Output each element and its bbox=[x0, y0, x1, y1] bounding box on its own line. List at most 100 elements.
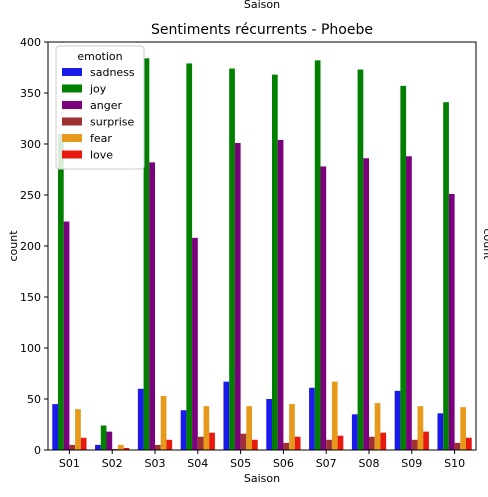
bar-anger-s08 bbox=[363, 158, 369, 450]
bar-sadness-s05 bbox=[223, 381, 230, 450]
bar-fear-s03 bbox=[160, 395, 167, 450]
bar-fear-s02 bbox=[117, 444, 124, 450]
x-tick-label: S01 bbox=[59, 457, 80, 470]
bar-joy-s07 bbox=[314, 60, 321, 451]
right-cut-label: count bbox=[481, 228, 488, 260]
x-tick-label: S07 bbox=[316, 457, 337, 470]
x-tick-label: S10 bbox=[444, 457, 465, 470]
bar-love-s09 bbox=[423, 431, 429, 450]
legend-label-surprise: surprise bbox=[90, 116, 135, 129]
legend-swatch-sadness bbox=[62, 68, 82, 76]
legend-swatch-love bbox=[62, 150, 82, 159]
bar-fear-s01 bbox=[75, 409, 81, 450]
x-tick-label: S06 bbox=[273, 457, 294, 470]
bar-surprise-s03 bbox=[155, 444, 161, 450]
bar-sadness-s10 bbox=[437, 413, 444, 450]
legend-label-anger: anger bbox=[90, 99, 122, 112]
bar-anger-s10 bbox=[448, 193, 455, 451]
y-tick-label: 100 bbox=[20, 342, 41, 355]
bar-love-s07 bbox=[337, 435, 344, 450]
bar-fear-s05 bbox=[246, 406, 253, 450]
x-tick-label: S09 bbox=[401, 457, 422, 470]
bar-joy-s03 bbox=[143, 58, 150, 450]
bar-anger-s01 bbox=[63, 221, 70, 450]
bar-surprise-s04 bbox=[197, 436, 204, 450]
y-tick-label: 150 bbox=[20, 291, 41, 304]
bar-joy-s04 bbox=[186, 63, 193, 451]
bar-surprise-s10 bbox=[454, 442, 461, 450]
legend-label-sadness: sadness bbox=[90, 66, 135, 79]
y-tick-label: 350 bbox=[20, 87, 41, 100]
legend-swatch-anger bbox=[62, 101, 82, 109]
bar-fear-s07 bbox=[331, 381, 338, 450]
x-tick-label: S08 bbox=[359, 457, 380, 470]
bar-sadness-s09 bbox=[394, 390, 401, 450]
bar-fear-s09 bbox=[417, 406, 424, 450]
bar-anger-s06 bbox=[277, 139, 284, 451]
bar-sadness-s03 bbox=[137, 388, 144, 450]
bar-fear-s10 bbox=[460, 407, 467, 450]
y-tick-label: 200 bbox=[20, 240, 41, 253]
bar-sadness-s08 bbox=[351, 414, 358, 450]
x-tick-label: S05 bbox=[230, 457, 251, 470]
x-tick-label: S03 bbox=[145, 457, 166, 470]
legend-swatch-joy bbox=[62, 84, 82, 93]
bar-love-s10 bbox=[466, 437, 472, 450]
legend-items: sadness joy anger surprise fear love bbox=[62, 66, 135, 162]
bar-anger-s02 bbox=[106, 431, 113, 450]
bar-anger-s07 bbox=[320, 166, 327, 450]
bar-sadness-s02 bbox=[95, 444, 101, 450]
bar-love-s08 bbox=[380, 432, 387, 450]
bar-fear-s08 bbox=[374, 403, 381, 450]
bar-surprise-s06 bbox=[283, 442, 290, 450]
bar-joy-s05 bbox=[229, 68, 235, 451]
y-axis-label: count bbox=[7, 230, 20, 262]
bar-surprise-s09 bbox=[411, 439, 418, 450]
bar-fear-s04 bbox=[203, 406, 210, 450]
bar-joy-s09 bbox=[400, 85, 407, 451]
y-axis-ticks: 0 50 100 150 200 250 300 350 400 bbox=[20, 36, 48, 457]
y-tick-label: 250 bbox=[20, 189, 41, 202]
x-axis-label: Saison bbox=[244, 472, 280, 485]
bar-sadness-s04 bbox=[180, 410, 187, 450]
bar-anger-s05 bbox=[234, 142, 241, 451]
bar-sadness-s01 bbox=[52, 404, 58, 450]
x-axis-ticks: S01 S02 S03 S04 S05 S06 S07 S08 S09 S10 bbox=[59, 450, 465, 470]
bar-surprise-s05 bbox=[240, 433, 247, 450]
x-tick-label: S04 bbox=[187, 457, 208, 470]
legend-label-fear: fear bbox=[90, 132, 112, 145]
y-tick-label: 0 bbox=[34, 444, 41, 457]
legend-swatch-surprise bbox=[62, 117, 82, 126]
bar-sadness-s06 bbox=[266, 399, 272, 450]
bar-sadness-s07 bbox=[309, 387, 315, 450]
legend-swatch-fear bbox=[62, 134, 82, 142]
bar-surprise-s02 bbox=[112, 448, 118, 450]
bar-joy-s02 bbox=[100, 425, 107, 450]
bar-love-s01 bbox=[80, 437, 87, 450]
top-cut-label: Saison bbox=[244, 0, 280, 11]
bar-love-s06 bbox=[294, 436, 301, 450]
y-tick-label: 300 bbox=[20, 138, 41, 151]
bar-surprise-s07 bbox=[326, 439, 332, 450]
y-tick-label: 50 bbox=[27, 393, 41, 406]
bar-anger-s04 bbox=[192, 237, 198, 450]
bar-joy-s10 bbox=[443, 102, 449, 451]
bar-joy-s01 bbox=[57, 133, 64, 451]
legend: emotion sadness joy anger surprise fear love bbox=[55, 45, 145, 170]
bar-love-s04 bbox=[209, 432, 215, 450]
bar-love-s03 bbox=[166, 439, 173, 450]
bar-fear-s06 bbox=[289, 404, 295, 450]
bar-surprise-s08 bbox=[369, 436, 375, 450]
x-tick-label: S02 bbox=[102, 457, 123, 470]
legend-label-joy: joy bbox=[89, 83, 107, 96]
bar-joy-s08 bbox=[357, 69, 364, 450]
y-tick-label: 400 bbox=[20, 36, 41, 49]
bar-anger-s09 bbox=[406, 156, 412, 451]
bar-love-s02 bbox=[123, 447, 130, 450]
bar-surprise-s01 bbox=[69, 444, 76, 450]
legend-label-love: love bbox=[90, 149, 113, 162]
chart-title: Sentiments récurrents - Phoebe bbox=[151, 22, 373, 38]
bars-group bbox=[52, 58, 472, 451]
bar-anger-s03 bbox=[149, 162, 155, 451]
